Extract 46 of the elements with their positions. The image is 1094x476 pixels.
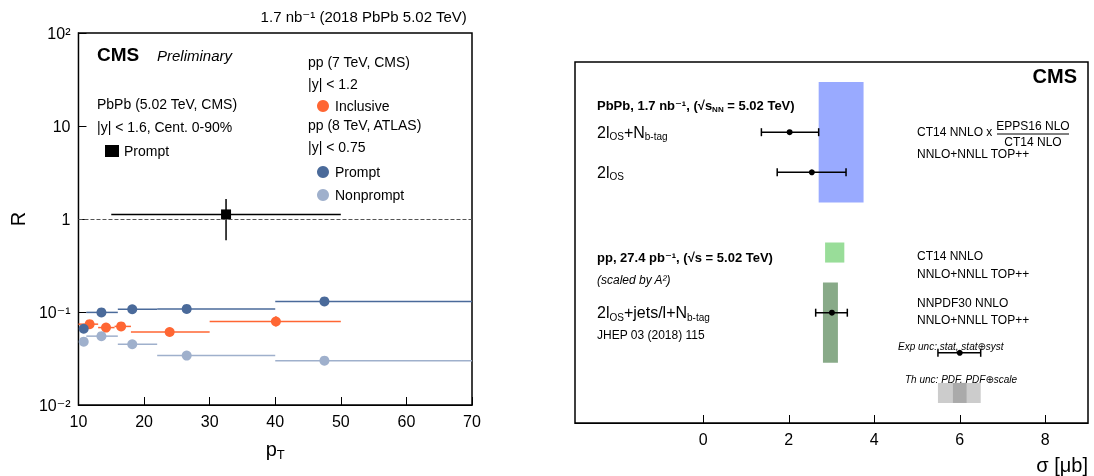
x-tick-label: 0 (698, 430, 708, 448)
annotation: (scaled by A²) (597, 273, 671, 287)
x-tick-label: 50 (331, 412, 350, 430)
x-tick-label: 4 (869, 430, 879, 448)
annotation: pp (7 TeV, CMS) (308, 54, 410, 70)
x-tick-label: 40 (266, 412, 285, 430)
annotation: NNPDF30 NNLO (917, 296, 1009, 310)
annotation: pp, 27.4 pb⁻¹, (√s = 5.02 TeV) (597, 250, 773, 265)
x-tick-label: 20 (135, 412, 154, 430)
annotation: |y| < 1.6, Cent. 0-90% (97, 119, 233, 135)
annotation: CMS (97, 44, 140, 65)
annotation: NNLO+NNLL TOP++ (917, 267, 1030, 281)
annotation: PbPb (5.02 TeV, CMS) (97, 96, 238, 112)
annotation: pp (8 TeV, ATLAS) (308, 117, 422, 133)
annotation: CT14 NNLO x (917, 125, 993, 139)
legend-label: Prompt (335, 164, 381, 180)
annotation: EPPS16 NLO (996, 119, 1070, 133)
annotation: CT14 NNLO (917, 249, 984, 263)
annotation: |y| < 0.75 (308, 139, 366, 155)
x-axis-title: σ [μb] (1036, 454, 1088, 476)
y-tick-label: 10⁻² (38, 396, 72, 414)
annotation: Exp unc: stat, stat⊕syst (898, 340, 1005, 352)
y-tick-label: 10 (52, 117, 71, 135)
legend-label: Inclusive (335, 98, 390, 114)
y-axis-title: R (7, 211, 29, 227)
annotation: CT14 NLO (1004, 135, 1062, 149)
legend-label: Nonprompt (335, 187, 405, 203)
x-tick-label: 6 (955, 430, 965, 448)
x-tick-label: 70 (463, 412, 481, 430)
x-tick-label: 10 (69, 412, 88, 430)
y-tick-label: 1 (61, 210, 71, 228)
annotation: JHEP 03 (2018) 115 (597, 328, 705, 342)
x-tick-label: 30 (200, 412, 219, 430)
chart-title: 1.7 nb⁻¹ (2018 PbPb 5.02 TeV) (260, 8, 467, 25)
legend-label: Prompt (124, 143, 170, 159)
annotation: NNLO+NNLL TOP++ (917, 313, 1030, 327)
y-tick-label: 10² (47, 24, 72, 42)
annotation: Preliminary (157, 47, 234, 64)
annotation: Th unc: PDF, PDF⊕scale (905, 373, 1018, 385)
y-tick-label: 10⁻¹ (38, 303, 71, 321)
annotation: |y| < 1.2 (308, 76, 358, 92)
annotation: NNLO+NNLL TOP++ (917, 147, 1030, 161)
x-tick-label: 2 (784, 430, 794, 448)
x-tick-label: 60 (397, 412, 416, 430)
annotation: CMS (1032, 65, 1077, 87)
x-tick-label: 8 (1040, 430, 1050, 448)
